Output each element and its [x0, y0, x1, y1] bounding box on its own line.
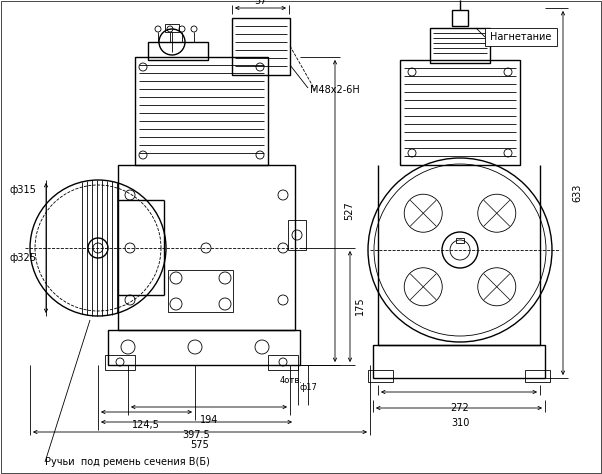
Bar — [456, 238, 464, 243]
Bar — [525, 370, 550, 382]
Text: Ручьи  под ремень сечения В(Б): Ручьи под ремень сечения В(Б) — [45, 457, 210, 467]
Text: 575: 575 — [191, 440, 209, 450]
Bar — [288, 220, 306, 250]
Bar — [373, 345, 545, 378]
Text: 194: 194 — [200, 415, 218, 425]
Text: Нагнетание: Нагнетание — [490, 32, 551, 42]
Bar — [400, 60, 520, 165]
Text: 397.5: 397.5 — [182, 430, 210, 440]
Bar — [232, 18, 290, 75]
Bar — [485, 28, 557, 46]
Text: 633: 633 — [572, 184, 582, 202]
Bar — [105, 355, 135, 370]
Text: ф17: ф17 — [300, 383, 318, 392]
Text: М48х2-6Н: М48х2-6Н — [310, 85, 360, 95]
Text: 310: 310 — [451, 418, 469, 428]
Bar — [135, 57, 268, 165]
Text: 124,5: 124,5 — [132, 420, 160, 430]
Bar — [108, 330, 300, 365]
Bar — [368, 370, 393, 382]
Bar — [148, 42, 208, 60]
Text: 175: 175 — [355, 297, 365, 315]
Bar — [430, 28, 490, 63]
Text: 4отв.: 4отв. — [280, 376, 303, 385]
Bar — [165, 24, 179, 32]
Text: 272: 272 — [451, 403, 470, 413]
Text: ф325: ф325 — [9, 253, 36, 263]
Bar — [168, 270, 233, 312]
Bar — [268, 355, 298, 370]
Text: 527: 527 — [344, 201, 354, 220]
Text: 57: 57 — [254, 0, 266, 6]
Bar — [452, 10, 468, 26]
Bar — [118, 165, 295, 330]
Text: ф315: ф315 — [9, 185, 36, 195]
